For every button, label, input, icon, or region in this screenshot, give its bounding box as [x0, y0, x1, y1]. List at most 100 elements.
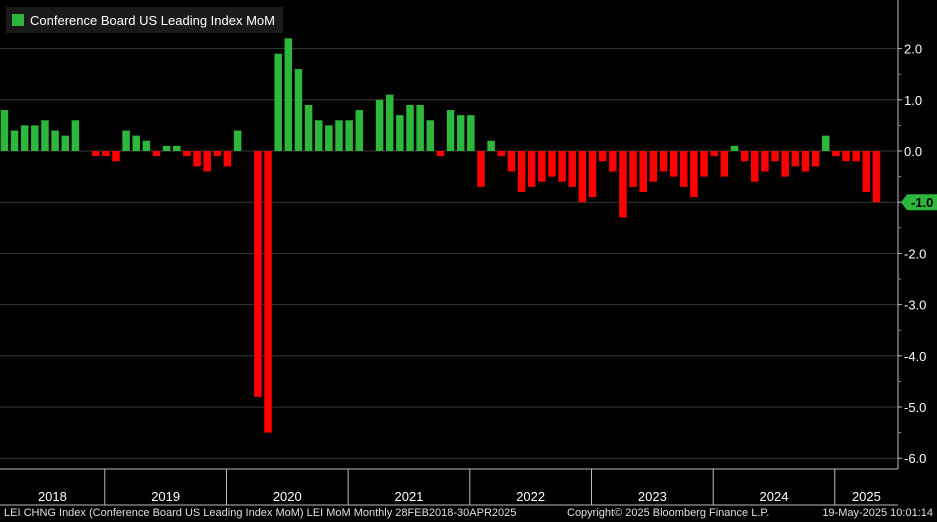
bar	[720, 151, 729, 177]
bar	[102, 151, 110, 157]
bar	[710, 151, 718, 157]
bar	[690, 151, 698, 198]
bar	[396, 115, 404, 151]
bar	[426, 120, 435, 151]
bar	[781, 151, 789, 177]
bar	[578, 151, 587, 203]
bar	[771, 151, 779, 162]
bar	[852, 151, 860, 162]
x-year-label: 2018	[38, 489, 67, 504]
x-year-label: 2020	[273, 489, 302, 504]
bar	[0, 110, 9, 151]
bar	[51, 130, 59, 151]
bar	[862, 151, 871, 192]
bar	[193, 151, 201, 167]
x-year-label: 2019	[151, 489, 180, 504]
legend-swatch	[12, 14, 24, 26]
legend: Conference Board US Leading Index MoM	[6, 7, 283, 33]
bar	[680, 151, 688, 187]
bar	[406, 104, 414, 151]
bar	[375, 99, 384, 151]
footer: LEI CHNG Index (Conference Board US Lead…	[0, 506, 937, 522]
bar	[142, 140, 151, 151]
bar	[274, 53, 282, 151]
bar	[700, 151, 708, 177]
bar	[598, 151, 607, 162]
bar	[761, 151, 769, 172]
bar	[203, 151, 211, 172]
bar	[61, 135, 69, 151]
bar	[730, 145, 739, 151]
bar	[162, 145, 171, 151]
y-tick-label: -3.0	[904, 298, 926, 313]
y-tick-label: 1.0	[904, 93, 922, 108]
bar	[294, 69, 303, 151]
bar	[517, 151, 526, 192]
x-year-label: 2023	[638, 489, 667, 504]
bar	[558, 151, 566, 182]
bar	[416, 104, 424, 151]
latest-value-tag	[901, 194, 937, 211]
bar	[314, 120, 323, 151]
bar	[10, 130, 19, 151]
footer-source: LEI CHNG Index (Conference Board US Lead…	[4, 507, 517, 519]
bar	[842, 151, 850, 162]
bar	[649, 151, 658, 182]
x-year-label: 2021	[394, 489, 423, 504]
x-year-label: 2024	[760, 489, 789, 504]
bar	[355, 110, 364, 151]
bar	[254, 151, 262, 397]
bar	[568, 151, 576, 187]
bar	[456, 115, 465, 151]
bar	[20, 125, 29, 151]
y-tick-label: 2.0	[904, 42, 922, 57]
bar	[41, 120, 49, 151]
bar	[467, 115, 475, 151]
bar	[832, 151, 840, 157]
y-tick-label: -4.0	[904, 349, 926, 364]
bar	[629, 151, 637, 187]
bar	[538, 151, 546, 182]
bar	[183, 151, 191, 157]
bar	[385, 94, 394, 151]
bar	[304, 104, 313, 151]
bar	[811, 151, 820, 167]
bar	[223, 151, 232, 167]
y-tick-label: 0.0	[904, 144, 922, 159]
y-tick-label: -5.0	[904, 400, 926, 415]
bar	[639, 151, 647, 192]
bar	[152, 151, 161, 157]
bar	[122, 130, 130, 151]
bar	[497, 151, 506, 157]
bar	[345, 120, 353, 151]
footer-timestamp: 19-May-2025 10:01:14	[822, 507, 933, 519]
legend-label: Conference Board US Leading Index MoM	[30, 12, 275, 28]
x-year-label: 2022	[516, 489, 545, 504]
bar	[527, 151, 536, 187]
bar	[213, 151, 222, 157]
bar	[284, 38, 293, 151]
latest-value-label: -1.0	[911, 195, 933, 210]
bar	[740, 151, 749, 162]
bar	[325, 125, 333, 151]
footer-copyright: Copyright© 2025 Bloomberg Finance L.P.	[567, 507, 770, 519]
bar	[609, 151, 617, 172]
bar	[477, 151, 485, 187]
y-tick-label: -6.0	[904, 451, 926, 466]
bar	[91, 151, 100, 157]
bar	[791, 151, 800, 167]
bar	[751, 151, 759, 182]
bar	[507, 151, 516, 172]
bar	[872, 151, 881, 203]
bar	[548, 151, 556, 177]
bar	[233, 130, 242, 151]
bar	[112, 151, 120, 162]
bar	[821, 135, 830, 151]
bar	[335, 120, 343, 151]
bar	[71, 120, 80, 151]
y-tick-label: -2.0	[904, 246, 926, 261]
bar	[619, 151, 627, 218]
bar	[659, 151, 668, 172]
bar	[669, 151, 678, 177]
